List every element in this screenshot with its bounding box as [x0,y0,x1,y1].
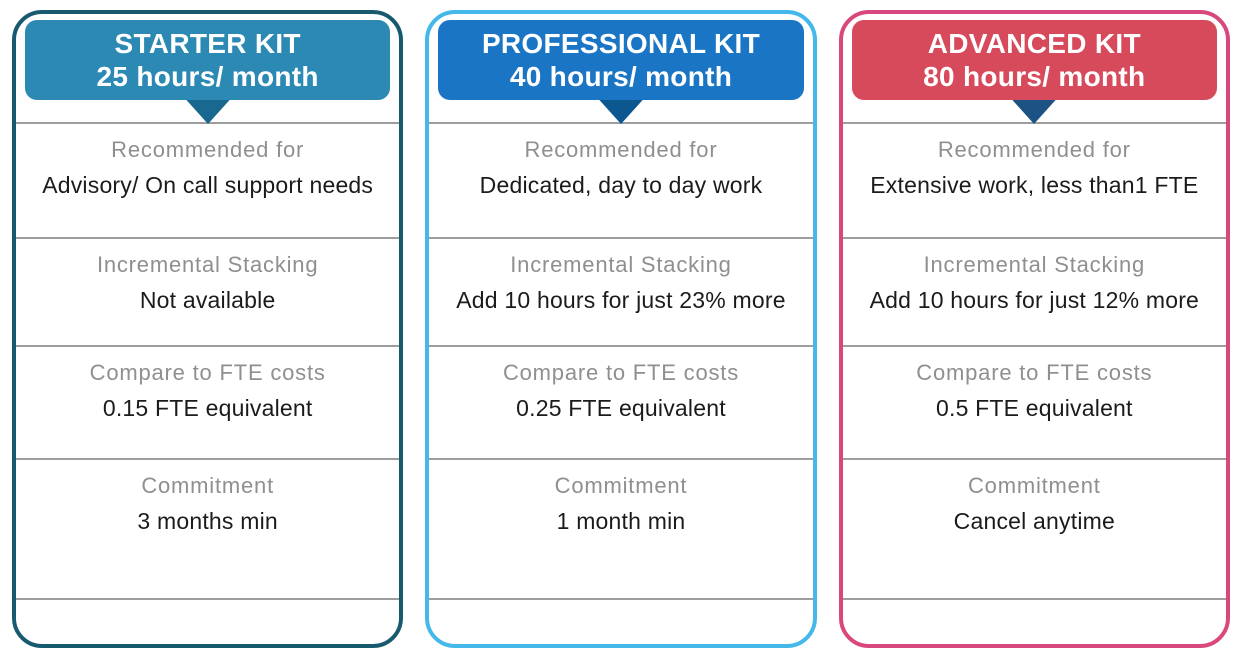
feature-value: Extensive work, less than1 FTE [870,172,1199,198]
feature-row-fte: Compare to FTE costs 0.5 FTE equivalent [842,345,1226,458]
feature-label: Commitment [967,473,1101,498]
feature-row-fte: Compare to FTE costs 0.25 FTE equivalent [429,345,813,458]
feature-row-commitment: Commitment 3 months min [16,458,400,598]
card-body: Recommended for Dedicated, day to day wo… [429,122,813,644]
feature-label: Compare to FTE costs [89,360,326,385]
feature-value: 0.15 FTE equivalent [102,395,313,421]
feature-label: Recommended for [937,137,1131,162]
feature-row-stacking: Incremental Stacking Add 10 hours for ju… [429,237,813,345]
feature-value: 0.25 FTE equivalent [516,395,726,421]
feature-value: Add 10 hours for just 23% more [456,287,786,313]
feature-label: Compare to FTE costs [502,360,740,385]
card-title: PROFESSIONAL KIT [481,28,761,59]
feature-label: Commitment [141,473,274,498]
feature-value: 3 months min [137,508,278,534]
card-header: STARTER KIT 25 hours/ month [25,20,391,100]
feature-value: Dedicated, day to day work [479,172,763,198]
feature-label: Recommended for [111,137,305,162]
card-header: PROFESSIONAL KIT 40 hours/ month [438,20,804,100]
feature-row-fte: Compare to FTE costs 0.15 FTE equivalent [16,345,400,458]
empty-row [16,598,400,644]
feature-value: 0.5 FTE equivalent [935,395,1133,421]
card-header: ADVANCED KIT 80 hours/ month [851,20,1217,100]
card-title: STARTER KIT [114,28,301,59]
pricing-card-professional: PROFESSIONAL KIT 40 hours/ month Recomme… [425,10,817,648]
feature-row-recommended: Recommended for Extensive work, less tha… [842,122,1226,237]
feature-row-stacking: Incremental Stacking Not available [16,237,400,345]
feature-label: Incremental Stacking [923,252,1146,277]
feature-row-commitment: Commitment 1 month min [429,458,813,598]
feature-value: Advisory/ On call support needs [42,172,374,198]
feature-label: Recommended for [524,137,718,162]
card-subtitle: 80 hours/ month [923,61,1146,92]
feature-label: Compare to FTE costs [916,360,1153,385]
card-subtitle: 25 hours/ month [96,61,319,92]
feature-label: Incremental Stacking [96,252,319,277]
feature-row-commitment: Commitment Cancel anytime [842,458,1226,598]
feature-row-recommended: Recommended for Dedicated, day to day wo… [429,122,813,237]
pricing-card-advanced: ADVANCED KIT 80 hours/ month Recommended… [838,10,1230,648]
feature-label: Commitment [554,473,688,498]
feature-value: 1 month min [556,508,686,534]
empty-row [842,598,1226,644]
card-title: ADVANCED KIT [927,28,1141,59]
feature-row-stacking: Incremental Stacking Add 10 hours for ju… [842,237,1226,345]
card-body: Recommended for Extensive work, less tha… [842,122,1226,644]
pricing-cards-row: STARTER KIT 25 hours/ month Recommended … [12,10,1230,648]
feature-value: Not available [139,287,276,313]
feature-value: Cancel anytime [953,508,1115,534]
pricing-card-starter: STARTER KIT 25 hours/ month Recommended … [12,10,404,648]
card-subtitle: 40 hours/ month [509,61,733,92]
card-body: Recommended for Advisory/ On call suppor… [16,122,400,644]
empty-row [429,598,813,644]
feature-value: Add 10 hours for just 12% more [869,287,1200,313]
feature-row-recommended: Recommended for Advisory/ On call suppor… [16,122,400,237]
feature-label: Incremental Stacking [510,252,732,277]
